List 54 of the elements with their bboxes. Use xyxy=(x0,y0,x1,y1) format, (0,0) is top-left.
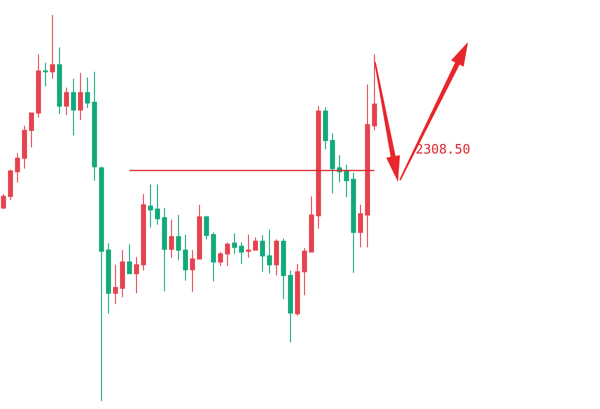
candlestick xyxy=(197,204,202,260)
candlestick xyxy=(344,164,349,198)
candlestick xyxy=(85,77,90,109)
candlestick xyxy=(141,194,146,272)
candlestick xyxy=(239,242,244,264)
candlestick xyxy=(106,242,111,314)
candlestick xyxy=(50,14,55,80)
candlestick xyxy=(281,238,286,300)
candlestick xyxy=(232,232,237,254)
candlestick xyxy=(155,184,160,226)
candlestick xyxy=(365,84,370,248)
candlestick xyxy=(190,250,195,293)
candlestick xyxy=(204,215,209,240)
candlestick xyxy=(211,232,216,282)
candlestick xyxy=(218,252,223,266)
candlestick xyxy=(162,208,167,292)
candlestick xyxy=(113,264,118,305)
candlestick xyxy=(372,54,377,131)
candlestick xyxy=(176,214,181,261)
candlestick xyxy=(1,194,6,210)
candlestick xyxy=(351,172,356,274)
candlestick xyxy=(64,87,69,116)
candlestick xyxy=(295,263,300,316)
candlestick xyxy=(29,112,34,148)
candlestick xyxy=(323,106,328,150)
candlestick xyxy=(15,152,20,184)
candlestick xyxy=(57,46,62,114)
candlestick xyxy=(43,62,48,87)
candlestick xyxy=(36,54,41,118)
candlestick xyxy=(169,219,174,258)
candlestick xyxy=(92,71,97,182)
candlestick xyxy=(302,248,307,296)
candlestick xyxy=(99,166,104,402)
candlestick xyxy=(246,234,251,258)
candlestick xyxy=(22,125,27,170)
candlestick xyxy=(148,184,153,228)
candlestick xyxy=(358,204,363,248)
candlestick xyxy=(225,242,230,266)
candlestick xyxy=(288,270,293,343)
candlestick xyxy=(71,78,76,136)
candlestick xyxy=(253,236,258,251)
candlestick xyxy=(183,234,188,282)
candlestick xyxy=(127,244,132,274)
candlestick xyxy=(134,256,139,294)
candlestick xyxy=(8,169,13,201)
text: 2308.50 xyxy=(416,142,470,158)
candlestick xyxy=(260,234,265,272)
candlestick xyxy=(78,72,83,120)
candlestick xyxy=(330,133,335,194)
candlestick xyxy=(267,229,272,274)
candlestick xyxy=(316,106,321,229)
candlestick xyxy=(274,238,279,276)
candlestick xyxy=(309,196,314,253)
candlestick xyxy=(120,250,125,298)
